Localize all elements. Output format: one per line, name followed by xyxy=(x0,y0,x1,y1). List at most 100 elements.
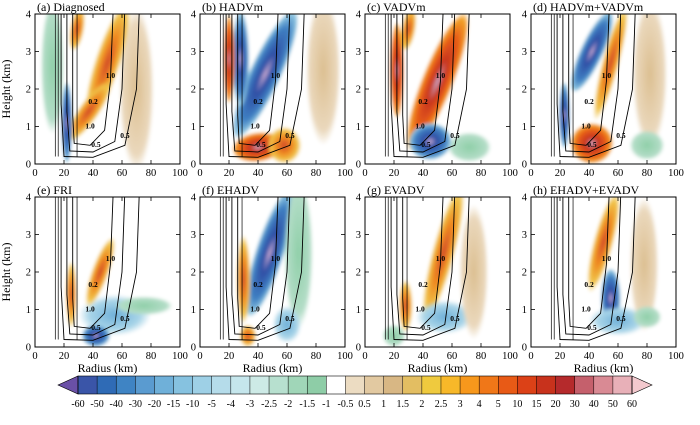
x-axis-label: Radius (km) xyxy=(243,361,303,375)
contour-label: 1.0 xyxy=(602,254,612,263)
contour-label: 0.2 xyxy=(418,97,428,106)
x-tick-label: 20 xyxy=(389,168,400,179)
colorbar-swatch xyxy=(517,376,537,394)
colorbar-swatch xyxy=(440,376,461,394)
contour-line xyxy=(231,197,291,336)
colorbar-label: 4 xyxy=(477,399,482,410)
contour-label: 1.0 xyxy=(271,254,281,263)
contour-label: 0.5 xyxy=(256,140,266,149)
colorbar-label: 2.5 xyxy=(435,399,448,410)
shade-blob xyxy=(231,14,299,139)
x-tick-label: 60 xyxy=(282,351,293,362)
colorbar-swatch xyxy=(364,376,384,394)
colorbar-swatch xyxy=(498,376,518,394)
contours: 0.2 0.5 1.0 1.0 0.5 xyxy=(219,14,305,158)
contours: 0.2 0.5 1.0 1.0 0.5 xyxy=(54,197,140,341)
panel-title: (a) Diagnosed xyxy=(37,0,105,14)
y-tick-label: 2 xyxy=(356,268,361,279)
contour-line xyxy=(556,197,636,341)
panel-title: (b) HADVm xyxy=(202,0,264,14)
y-tick-label: 3 xyxy=(191,230,196,241)
colorbar-label: 20 xyxy=(551,399,561,410)
panel-title: (g) EVADV xyxy=(367,183,425,197)
shade-blob xyxy=(570,122,614,164)
contours: 0.2 0.5 1.0 1.0 0.5 xyxy=(550,14,636,158)
contour-label: 1.0 xyxy=(415,304,425,313)
x-tick-label: 100 xyxy=(502,351,518,362)
colorbar-label: -0.5 xyxy=(338,399,354,410)
colorbar-swatch xyxy=(612,376,633,394)
shade-blob xyxy=(236,234,251,325)
x-tick-label: 0 xyxy=(197,168,202,179)
contour-label: 0.5 xyxy=(421,323,431,332)
shade-blob xyxy=(40,14,64,134)
x-tick-label: 40 xyxy=(418,351,429,362)
x-tick-label: 100 xyxy=(172,168,188,179)
contour-label: 0.5 xyxy=(285,131,295,140)
colorbar-label: 40 xyxy=(589,399,599,410)
x-axis-label: Radius (km) xyxy=(408,361,468,375)
x-tick-label: 100 xyxy=(337,351,353,362)
x-tick-label: 40 xyxy=(584,351,595,362)
y-tick-label: 2 xyxy=(191,85,196,96)
contour-label: 1.0 xyxy=(250,304,260,313)
colorbar-label: 1 xyxy=(381,399,386,410)
colorbar-swatch xyxy=(192,376,213,394)
panel-title: (e) FRI xyxy=(37,183,72,197)
contour-label: 0.2 xyxy=(584,280,594,289)
x-tick-label: 80 xyxy=(146,351,157,362)
colorbar-swatch xyxy=(326,376,346,394)
panel-4: 0.2 0.5 1.0 1.0 0.5 0 20 40 60 80 100 0 1 2 3 4 (d) HADV… xyxy=(522,0,684,179)
x-tick-label: 80 xyxy=(476,168,487,179)
contours: 0.2 0.5 1.0 1.0 0.5 xyxy=(219,197,305,341)
shading xyxy=(531,197,676,347)
y-tick-label: 4 xyxy=(356,193,362,204)
x-tick-label: 40 xyxy=(88,168,99,179)
contour-label: 1.0 xyxy=(106,71,116,80)
colorbar-swatch xyxy=(555,376,575,394)
colorbar-swatch xyxy=(536,376,556,394)
colorbar-swatch xyxy=(479,376,499,394)
y-tick-label: 2 xyxy=(522,85,527,96)
shading xyxy=(365,14,510,164)
x-tick-label: 60 xyxy=(613,351,624,362)
colorbar-label: -1.5 xyxy=(299,399,315,410)
colorbar-label: -30 xyxy=(129,399,142,410)
shade-blob xyxy=(629,197,659,332)
colorbar-swatch xyxy=(421,376,442,394)
y-tick-label: 0 xyxy=(356,343,361,354)
y-tick-label: 3 xyxy=(26,47,31,58)
shading xyxy=(531,14,676,164)
panel-8: 0.2 0.5 1.0 1.0 0.5 0 20 40 60 80 100 0 1 2 3 4 (h) EHAD… xyxy=(522,183,684,362)
colorbar-label: -10 xyxy=(186,399,199,410)
colorbar-label: -1 xyxy=(322,399,330,410)
shade-blob xyxy=(629,130,665,161)
contour-label: 1.0 xyxy=(602,71,612,80)
y-tick-label: 3 xyxy=(356,47,361,58)
contour-label: 1.0 xyxy=(581,304,591,313)
y-tick-label: 1 xyxy=(522,122,527,133)
colorbar-swatch xyxy=(383,376,404,394)
y-tick-label: 2 xyxy=(522,268,527,279)
contours: 0.2 0.5 1.0 1.0 0.5 xyxy=(384,197,470,341)
y-tick-label: 1 xyxy=(522,305,527,316)
shade-blob xyxy=(61,81,73,164)
colorbar-min-arrow xyxy=(57,375,79,395)
x-tick-label: 40 xyxy=(88,351,99,362)
x-tick-label: 40 xyxy=(253,168,264,179)
y-tick-label: 2 xyxy=(26,85,31,96)
contour-label: 0.2 xyxy=(88,280,98,289)
contour-label: 1.0 xyxy=(436,71,446,80)
x-tick-label: 40 xyxy=(584,168,595,179)
y-tick-label: 1 xyxy=(191,122,196,133)
x-tick-label: 80 xyxy=(642,351,653,362)
colorbar-label: 15 xyxy=(531,399,541,410)
x-tick-label: 60 xyxy=(282,168,293,179)
shade-blob xyxy=(400,14,417,52)
contour-line xyxy=(562,14,622,153)
x-tick-label: 20 xyxy=(389,351,400,362)
colorbar-label: 10 xyxy=(512,399,522,410)
x-tick-label: 80 xyxy=(476,351,487,362)
colorbar-label: -2 xyxy=(284,399,292,410)
